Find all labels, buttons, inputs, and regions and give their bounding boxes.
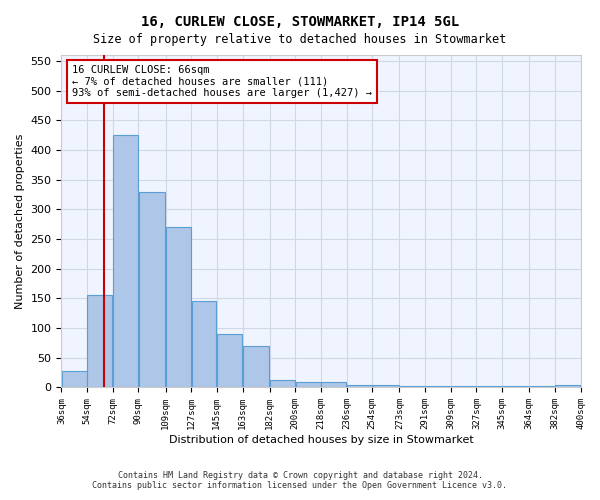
Bar xyxy=(373,384,399,388)
Bar xyxy=(166,227,191,388)
Bar xyxy=(477,386,502,388)
Y-axis label: Number of detached properties: Number of detached properties xyxy=(15,134,25,309)
Bar xyxy=(555,384,580,388)
Text: 16, CURLEW CLOSE, STOWMARKET, IP14 5GL: 16, CURLEW CLOSE, STOWMARKET, IP14 5GL xyxy=(141,15,459,29)
Bar xyxy=(502,386,529,388)
Bar xyxy=(62,371,87,388)
Bar xyxy=(113,135,138,388)
Bar xyxy=(347,384,372,388)
Bar xyxy=(191,302,217,388)
Bar xyxy=(243,346,269,388)
Bar xyxy=(425,386,451,388)
Bar xyxy=(296,382,320,388)
Bar xyxy=(451,386,476,388)
Bar xyxy=(217,334,242,388)
Text: Contains HM Land Registry data © Crown copyright and database right 2024.
Contai: Contains HM Land Registry data © Crown c… xyxy=(92,470,508,490)
Bar xyxy=(530,386,554,388)
Bar xyxy=(139,192,165,388)
Bar xyxy=(88,296,112,388)
X-axis label: Distribution of detached houses by size in Stowmarket: Distribution of detached houses by size … xyxy=(169,435,473,445)
Bar xyxy=(322,382,346,388)
Bar xyxy=(270,380,295,388)
Bar xyxy=(400,386,425,388)
Text: Size of property relative to detached houses in Stowmarket: Size of property relative to detached ho… xyxy=(94,32,506,46)
Text: 16 CURLEW CLOSE: 66sqm
← 7% of detached houses are smaller (111)
93% of semi-det: 16 CURLEW CLOSE: 66sqm ← 7% of detached … xyxy=(72,65,372,98)
